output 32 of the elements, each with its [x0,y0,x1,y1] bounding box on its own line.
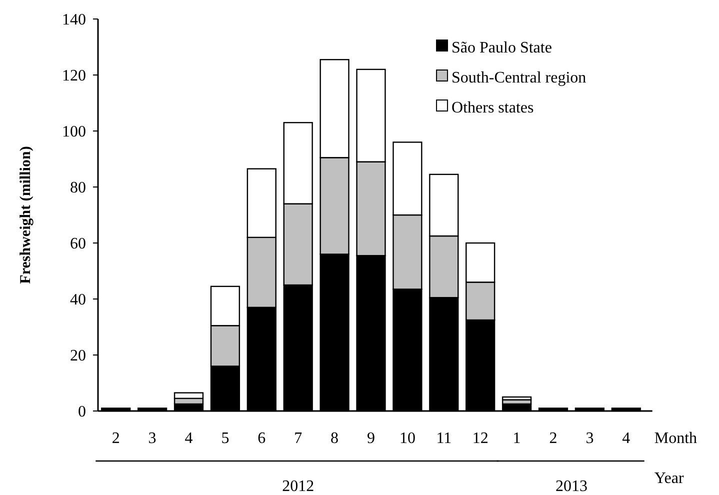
x-tick-label: 2 [549,430,558,447]
x-tick-label: 6 [258,430,266,447]
text: 2012 [282,478,314,495]
x-tick-label: 4 [184,430,193,447]
y-axis-title: Freshweight (million) [18,146,34,284]
y-tick-label: 120 [62,68,86,85]
x-tick-label: 4 [622,430,630,447]
y-tick-label: 80 [70,180,86,197]
x-tick-label: 9 [367,430,375,447]
x-tick-label: 11 [436,430,452,447]
x-tick-label: 12 [472,430,488,447]
x-tick-label: 3 [586,430,594,447]
y-tick-label: 40 [70,292,86,309]
x-axis-title: Month [654,430,698,447]
y-tick-label: 140 [62,12,86,29]
x-tick-label: 3 [148,430,156,447]
x-tick-label: 2 [112,430,120,447]
y-tick-label: 100 [62,124,86,141]
y-tick-label: 0 [78,404,86,421]
legend-label: São Paulo State [452,40,552,57]
x-tick-label: 10 [399,430,416,447]
legend-label: Others states [452,100,534,117]
bar [502,396,532,400]
x-tick-label: 7 [294,430,302,447]
x-tick-label: 8 [330,430,339,447]
x-tick-label: 1 [512,430,521,447]
text: Year [654,470,685,487]
text: 2013 [555,478,588,495]
y-tick-label: 20 [70,348,86,365]
x-tick-label: 5 [221,430,230,447]
y-tick-label: 60 [70,236,86,253]
legend-label: South-Central region [452,70,586,87]
